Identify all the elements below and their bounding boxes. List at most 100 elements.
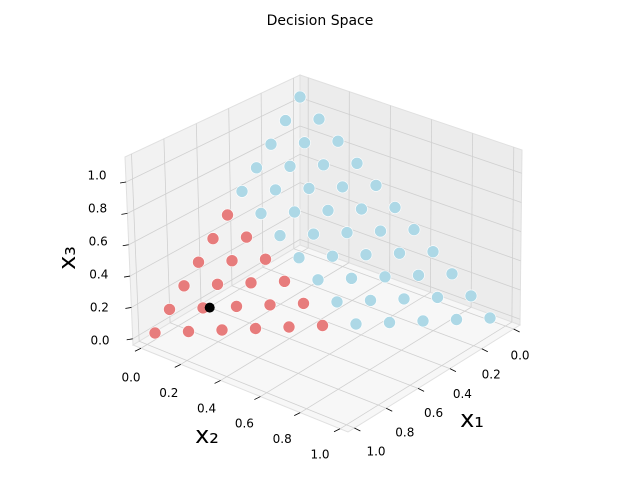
point xyxy=(289,206,301,218)
point xyxy=(178,280,190,292)
point xyxy=(318,159,330,171)
tick-mark xyxy=(418,388,424,391)
point xyxy=(294,91,306,103)
z-tick-label: 0.0 xyxy=(90,334,109,348)
tick-mark xyxy=(354,428,360,431)
point xyxy=(312,274,324,286)
highlight-point xyxy=(205,303,215,313)
point xyxy=(375,225,387,237)
point xyxy=(270,184,282,196)
tick-mark xyxy=(386,408,392,411)
x-tick-label: 0.0 xyxy=(510,349,529,363)
point xyxy=(341,227,353,239)
tick-mark xyxy=(120,182,126,183)
z-tick-label: 0.4 xyxy=(89,268,108,282)
x-tick-label: 0.6 xyxy=(424,406,443,420)
tick-mark xyxy=(514,329,520,332)
tick-mark xyxy=(127,339,133,340)
point xyxy=(408,224,420,236)
z-tick-label: 1.0 xyxy=(87,169,106,183)
point xyxy=(164,303,176,315)
point xyxy=(207,233,219,245)
point xyxy=(250,323,262,335)
z-tick-label: 0.2 xyxy=(90,301,109,315)
point xyxy=(241,231,253,243)
point xyxy=(279,275,291,287)
tick-mark xyxy=(482,349,488,352)
tick-mark xyxy=(123,245,129,246)
point xyxy=(283,321,295,333)
y-tick-label: 0.4 xyxy=(197,401,216,415)
point xyxy=(384,317,396,329)
point xyxy=(389,202,401,214)
x-tick-label: 0.8 xyxy=(395,425,414,439)
point xyxy=(193,256,205,268)
tick-mark xyxy=(450,369,456,372)
y-tick-label: 0.0 xyxy=(121,371,140,385)
point xyxy=(360,249,372,261)
point xyxy=(149,327,161,339)
y-tick-label: 0.6 xyxy=(235,417,254,431)
z-axis-label: x₃ xyxy=(53,246,81,270)
y-axis-label: x₂ xyxy=(195,421,219,449)
point xyxy=(299,137,311,149)
point xyxy=(417,315,429,327)
x-tick-label: 0.2 xyxy=(482,368,501,382)
point xyxy=(216,324,228,336)
point xyxy=(245,277,257,289)
tick-mark xyxy=(125,307,131,308)
point xyxy=(293,252,305,264)
point xyxy=(322,205,334,217)
point xyxy=(370,179,382,191)
tick-mark xyxy=(254,397,260,400)
point xyxy=(337,181,349,193)
point xyxy=(451,314,463,326)
point xyxy=(274,230,286,242)
z-tick-label: 0.8 xyxy=(88,202,107,216)
x-tick-label: 0.4 xyxy=(453,387,472,401)
point xyxy=(394,247,406,259)
point xyxy=(484,312,496,324)
tick-mark xyxy=(121,213,127,214)
point xyxy=(255,208,267,220)
z-tick-label: 0.6 xyxy=(89,235,108,249)
point xyxy=(226,255,238,267)
tick-mark xyxy=(124,276,130,277)
point xyxy=(398,293,410,305)
point xyxy=(284,160,296,172)
point xyxy=(264,299,276,311)
y-tick-label: 0.2 xyxy=(159,386,178,400)
point xyxy=(332,135,344,147)
tick-mark xyxy=(334,429,340,432)
point xyxy=(280,115,292,127)
point xyxy=(222,209,234,221)
x-axis-label: x₁ xyxy=(460,405,484,433)
point xyxy=(331,296,343,308)
tick-mark xyxy=(294,413,300,416)
tick-mark xyxy=(215,380,221,383)
point xyxy=(379,271,391,283)
point xyxy=(427,246,439,258)
tick-mark xyxy=(175,364,181,367)
point xyxy=(432,291,444,303)
point xyxy=(350,318,362,330)
point xyxy=(236,185,248,197)
point xyxy=(298,297,310,309)
point xyxy=(346,272,358,284)
point xyxy=(231,300,243,312)
point xyxy=(260,253,272,265)
point xyxy=(356,203,368,215)
y-tick-label: 1.0 xyxy=(310,448,329,462)
point xyxy=(303,182,315,194)
point xyxy=(465,290,477,302)
point xyxy=(351,157,363,169)
point xyxy=(251,162,263,174)
point xyxy=(265,138,277,150)
point xyxy=(317,320,329,332)
y-tick-label: 0.8 xyxy=(273,432,292,446)
tick-mark xyxy=(135,348,141,351)
point xyxy=(308,228,320,240)
point xyxy=(313,113,325,125)
point xyxy=(212,278,224,290)
